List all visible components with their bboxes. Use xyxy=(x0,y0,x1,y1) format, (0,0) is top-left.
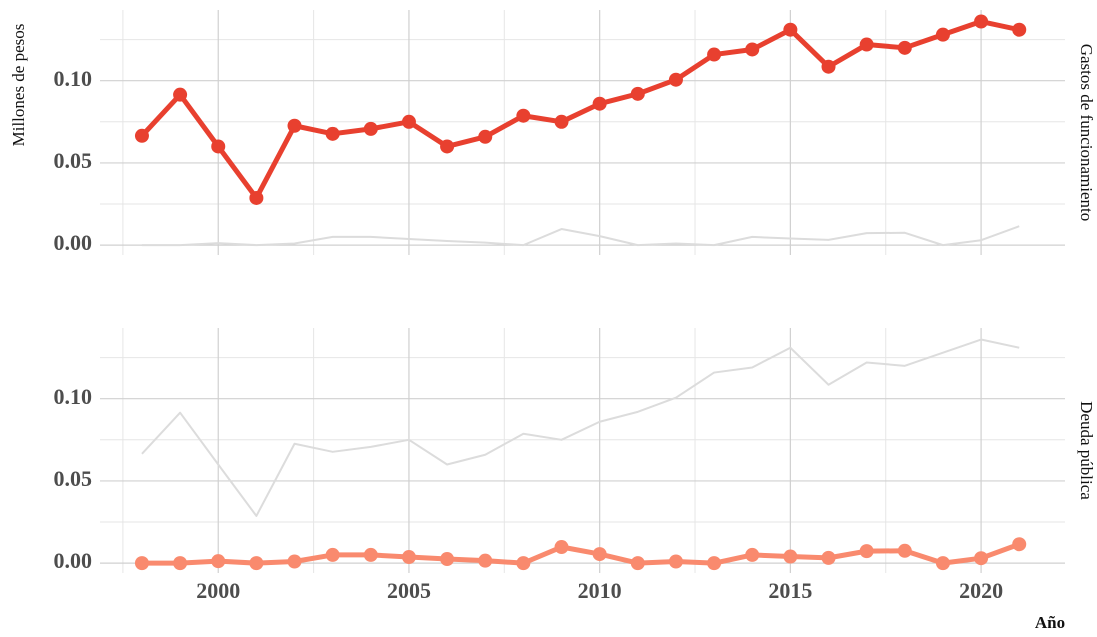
y-tick-label: 0.00 xyxy=(54,230,93,255)
point xyxy=(478,553,493,568)
point xyxy=(440,139,455,154)
point xyxy=(630,86,645,101)
context-line xyxy=(141,225,1020,247)
point xyxy=(859,544,874,559)
facet-label: Deuda pública xyxy=(1077,401,1096,500)
point xyxy=(363,121,378,136)
point xyxy=(401,114,416,129)
point xyxy=(745,547,760,562)
point xyxy=(935,556,950,571)
y-tick-label: 0.10 xyxy=(54,66,93,91)
point xyxy=(401,550,416,565)
point xyxy=(974,551,989,566)
point xyxy=(668,554,683,569)
point xyxy=(1012,537,1027,552)
point xyxy=(783,549,798,564)
point xyxy=(211,139,226,154)
point xyxy=(287,554,302,569)
point xyxy=(592,547,607,562)
point xyxy=(707,47,722,62)
line xyxy=(141,541,1021,566)
y-tick-label: 0.05 xyxy=(54,466,93,491)
line xyxy=(140,19,1020,201)
y-tick-label: 0.10 xyxy=(54,384,93,409)
point xyxy=(134,128,149,143)
point xyxy=(478,129,493,144)
point xyxy=(173,87,188,102)
point xyxy=(516,108,531,123)
point xyxy=(325,547,340,562)
point xyxy=(821,550,836,565)
point xyxy=(554,114,569,129)
x-tick-label: 2015 xyxy=(768,578,812,603)
point xyxy=(211,554,226,569)
x-tick-label: 2005 xyxy=(387,578,431,603)
context-line xyxy=(141,338,1020,517)
point xyxy=(707,556,722,571)
point xyxy=(249,190,264,205)
point xyxy=(325,126,340,141)
point xyxy=(554,540,569,555)
point xyxy=(516,556,531,571)
point xyxy=(897,543,912,558)
facet-label: Gastos de funcionamiento xyxy=(1077,44,1096,222)
point xyxy=(668,72,683,87)
point xyxy=(134,556,149,571)
x-tick-label: 2010 xyxy=(578,578,622,603)
point xyxy=(1012,22,1027,37)
point xyxy=(821,59,836,74)
point xyxy=(592,96,607,111)
point xyxy=(897,40,912,55)
y-tick-label: 0.00 xyxy=(54,548,93,573)
point xyxy=(363,547,378,562)
y-axis-label: Millones de pesos xyxy=(9,24,28,147)
point xyxy=(745,42,760,57)
point xyxy=(783,22,798,37)
point xyxy=(935,27,950,42)
point xyxy=(440,552,455,567)
point xyxy=(173,556,188,571)
point xyxy=(287,118,302,133)
x-tick-label: 2000 xyxy=(196,578,240,603)
point xyxy=(249,556,264,571)
y-tick-label: 0.05 xyxy=(54,148,93,173)
point xyxy=(630,556,645,571)
x-tick-label: 2020 xyxy=(959,578,1003,603)
x-axis-label: Año xyxy=(1035,613,1065,632)
point xyxy=(974,14,989,29)
point xyxy=(859,37,874,52)
